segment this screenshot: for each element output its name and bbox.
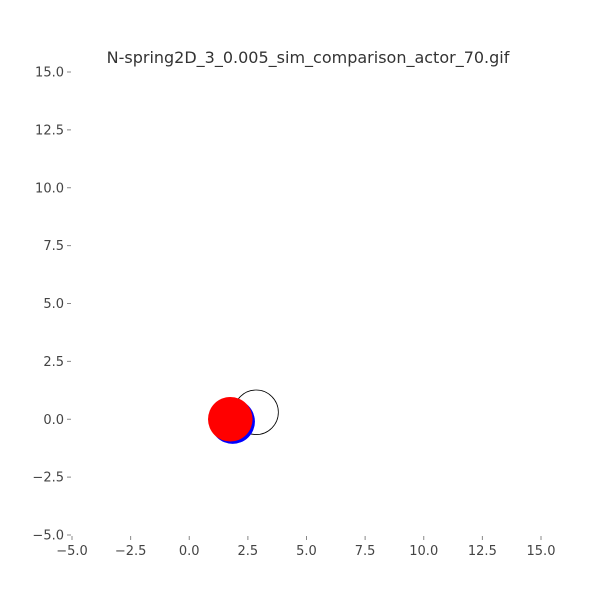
y-tick-label: 2.5 <box>43 355 64 370</box>
x-tick-label: 2.5 <box>238 544 259 559</box>
x-tick-label: −5.0 <box>56 544 88 559</box>
x-tick-label: −2.5 <box>115 544 147 559</box>
plot-objects <box>208 389 279 444</box>
y-tick-label: −5.0 <box>32 529 64 544</box>
x-tick-label: 0.0 <box>179 544 200 559</box>
y-tick-label: 12.5 <box>35 123 64 138</box>
y-tick-label: 15.0 <box>35 66 64 81</box>
x-tick-label: 15.0 <box>527 544 556 559</box>
x-axis-ticks: −5.0 −2.5 0.0 2.5 5.0 7.5 10.0 12.5 15.0 <box>56 536 555 559</box>
x-tick-label: 7.5 <box>355 544 376 559</box>
y-tick-label: 7.5 <box>43 239 64 254</box>
red-circle <box>208 396 253 442</box>
x-tick-label: 10.0 <box>409 544 438 559</box>
chart-title: N-spring2D_3_0.005_sim_comparison_actor_… <box>107 48 510 68</box>
y-axis-ticks: 15.0 12.5 10.0 7.5 5.0 2.5 0.0 −2.5 −5.0 <box>32 66 71 544</box>
x-tick-label: 12.5 <box>468 544 497 559</box>
y-tick-label: 5.0 <box>43 297 64 312</box>
x-tick-label: 5.0 <box>296 544 317 559</box>
y-tick-label: −2.5 <box>32 471 64 486</box>
y-tick-label: 10.0 <box>35 181 64 196</box>
y-tick-label: 0.0 <box>43 413 64 428</box>
